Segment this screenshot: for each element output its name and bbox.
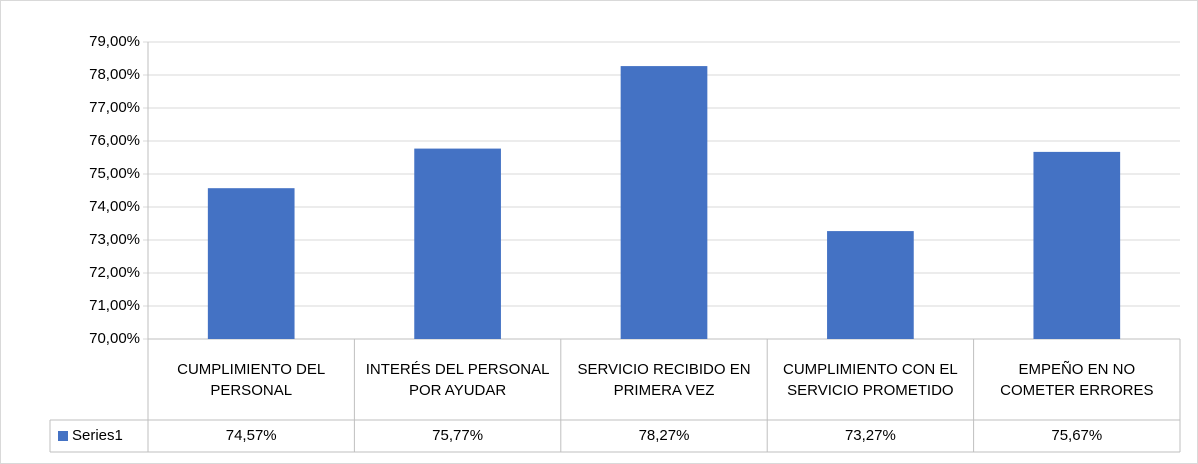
bar	[414, 148, 501, 339]
y-tick-label: 77,00%	[89, 99, 140, 116]
y-tick-label: 73,00%	[89, 231, 140, 248]
x-tick-label: CUMPLIMIENTO DEL PERSONAL	[177, 360, 326, 399]
y-tick-label: 78,00%	[89, 66, 140, 83]
x-tick-label: SERVICIO RECIBIDO EN PRIMERA VEZ	[577, 360, 751, 399]
x-tick-label: EMPEÑO EN NO COMETER ERRORES	[1000, 360, 1154, 399]
bar	[620, 66, 708, 339]
data-label: 74,57%	[226, 427, 277, 444]
x-tick-label: CUMPLIMIENTO CON EL SERVICIO PROMETIDO	[783, 360, 958, 399]
legend-swatch	[58, 431, 68, 441]
y-tick-label: 79,00%	[89, 33, 140, 50]
y-tick-label: 71,00%	[89, 297, 140, 314]
data-label: 73,27%	[845, 427, 896, 444]
data-label: 78,27%	[639, 427, 690, 444]
bar	[207, 188, 295, 339]
y-tick-label: 72,00%	[89, 264, 140, 281]
y-tick-label: 70,00%	[89, 330, 140, 347]
data-label: 75,77%	[432, 427, 483, 444]
y-tick-label: 74,00%	[89, 198, 140, 215]
bar	[827, 231, 914, 339]
x-tick-label: INTERÉS DEL PERSONAL POR AYUDAR	[365, 360, 550, 399]
legend-label: Series1	[72, 427, 123, 444]
y-tick-label: 76,00%	[89, 132, 140, 149]
y-tick-label: 75,00%	[89, 165, 140, 182]
bar	[1033, 151, 1121, 339]
data-label: 75,67%	[1051, 427, 1102, 444]
